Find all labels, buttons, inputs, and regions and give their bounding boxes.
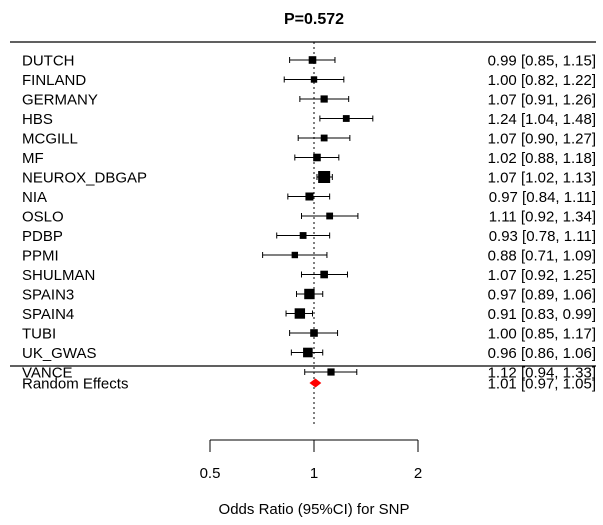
effect-value-text: 1.07 [1.02, 1.13] xyxy=(488,170,596,187)
effect-marker xyxy=(304,288,315,300)
effect-value-text: 1.02 [0.88, 1.18] xyxy=(488,150,596,167)
study-row: SPAIN4 0.91 [0.83, 0.99] xyxy=(22,306,596,323)
study-label: FINLAND xyxy=(22,72,86,89)
study-label: MF xyxy=(22,150,44,167)
study-label: NEUROX_DBGAP xyxy=(22,170,147,187)
effect-marker xyxy=(310,76,318,83)
study-row: NEUROX_DBGAP 1.07 [1.02, 1.13] xyxy=(22,170,596,187)
effect-value-text: 1.00 [0.85, 1.17] xyxy=(488,326,596,343)
effect-marker xyxy=(313,153,321,162)
effect-value-text: 0.91 [0.83, 0.99] xyxy=(488,306,596,323)
study-label: SPAIN3 xyxy=(22,287,74,304)
effect-value-text: 1.24 [1.04, 1.48] xyxy=(488,111,596,128)
chart-title: P=0.572 xyxy=(284,11,344,28)
effect-value-text: 1.07 [0.91, 1.26] xyxy=(488,92,596,109)
study-row: NIA 0.97 [0.84, 1.11] xyxy=(22,189,596,206)
x-tick-label: 0.5 xyxy=(200,465,221,482)
study-row: GERMANY 1.07 [0.91, 1.26] xyxy=(22,92,596,109)
x-tick-label: 2 xyxy=(414,465,422,482)
study-row: HBS 1.24 [1.04, 1.48] xyxy=(22,111,596,128)
summary-diamond xyxy=(309,378,322,388)
study-label: NIA xyxy=(22,189,47,206)
effect-value-text: 0.93 [0.78, 1.11] xyxy=(489,228,596,245)
effect-marker xyxy=(342,115,350,122)
effect-marker xyxy=(299,232,307,239)
study-row: MF 1.02 [0.88, 1.18] xyxy=(22,150,596,167)
effect-marker xyxy=(303,347,313,358)
x-axis-label: Odds Ratio (95%CI) for SNP xyxy=(219,501,410,518)
study-label: TUBI xyxy=(22,326,56,343)
study-label: MCGILL xyxy=(22,131,78,148)
study-label: HBS xyxy=(22,111,53,128)
effect-marker xyxy=(320,95,328,103)
study-label: SPAIN4 xyxy=(22,306,74,323)
study-label: PPMI xyxy=(22,248,59,265)
effect-value-text: 1.07 [0.92, 1.25] xyxy=(488,267,596,284)
study-label: SHULMAN xyxy=(22,267,95,284)
effect-value-text: 0.88 [0.71, 1.09] xyxy=(488,248,596,265)
study-row: FINLAND 1.00 [0.82, 1.22] xyxy=(22,72,596,89)
effect-marker xyxy=(305,192,314,201)
effect-value-text: 1.12 [0.94, 1.33] xyxy=(488,365,596,382)
study-label: DUTCH xyxy=(22,53,75,70)
study-label: UK_GWAS xyxy=(22,345,96,362)
effect-value-text: 0.96 [0.86, 1.06] xyxy=(488,345,596,362)
study-row: OSLO 1.11 [0.92, 1.34] xyxy=(22,209,596,226)
study-row: VANCE 1.12 [0.94, 1.33] xyxy=(22,365,596,382)
study-row: PDBP 0.93 [0.78, 1.11] xyxy=(22,228,596,245)
summary-value-text: 1.01 [0.97, 1.05] xyxy=(488,376,596,393)
effect-marker xyxy=(318,171,331,183)
effect-value-text: 1.00 [0.82, 1.22] xyxy=(488,72,596,89)
study-label: PDBP xyxy=(22,228,63,245)
effect-marker xyxy=(327,368,335,376)
study-row: DUTCH 0.99 [0.85, 1.15] xyxy=(22,53,596,70)
study-label: VANCE xyxy=(22,365,73,382)
effect-value-text: 1.07 [0.90, 1.27] xyxy=(488,131,596,148)
x-tick-label: 1 xyxy=(310,465,318,482)
effect-marker xyxy=(320,134,328,142)
effect-marker xyxy=(294,308,306,319)
study-row: MCGILL 1.07 [0.90, 1.27] xyxy=(22,131,596,148)
effect-marker xyxy=(308,56,317,64)
effect-marker xyxy=(320,270,328,279)
effect-value-text: 0.97 [0.89, 1.06] xyxy=(488,287,596,304)
study-row: UK_GWAS 0.96 [0.86, 1.06] xyxy=(22,345,596,362)
study-row: TUBI 1.00 [0.85, 1.17] xyxy=(22,326,596,343)
effect-value-text: 0.97 [0.84, 1.11] xyxy=(489,189,596,206)
effect-value-text: 1.11 [0.92, 1.34] xyxy=(489,209,596,226)
effect-marker xyxy=(291,251,299,259)
summary-label: Random Effects xyxy=(22,376,128,393)
study-row: SPAIN3 0.97 [0.89, 1.06] xyxy=(22,287,596,304)
effect-marker xyxy=(326,212,334,220)
effect-marker xyxy=(310,329,318,337)
study-row: PPMI 0.88 [0.71, 1.09] xyxy=(22,248,596,265)
study-row: SHULMAN 1.07 [0.92, 1.25] xyxy=(22,267,596,284)
effect-value-text: 0.99 [0.85, 1.15] xyxy=(488,53,596,70)
study-label: OSLO xyxy=(22,209,64,226)
study-label: GERMANY xyxy=(22,92,98,109)
